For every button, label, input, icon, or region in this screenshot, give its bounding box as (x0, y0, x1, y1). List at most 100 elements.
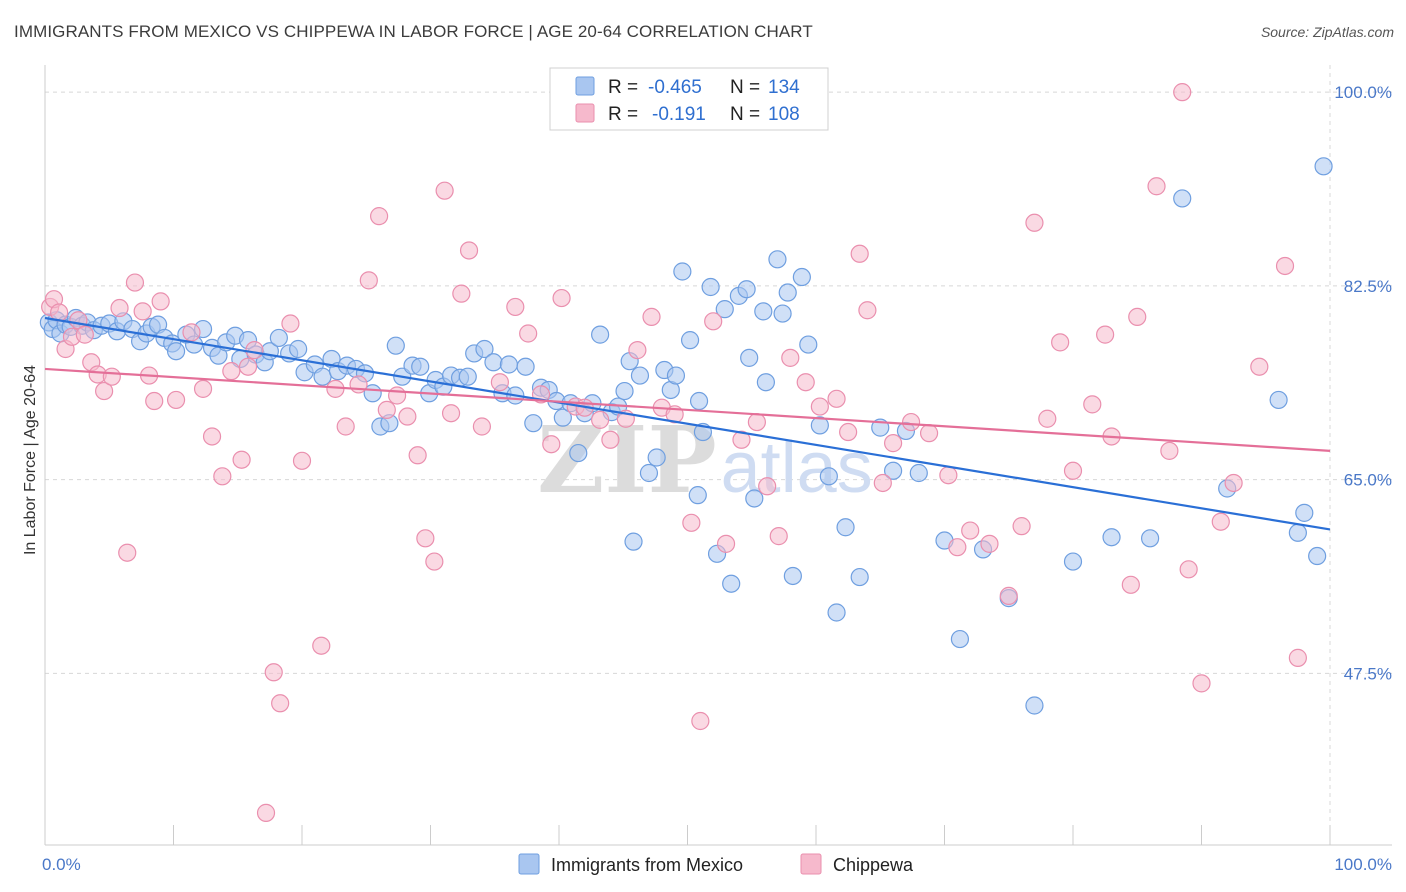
legend-n-label-1: N = (730, 77, 760, 98)
chippewa-point-84 (948, 538, 967, 557)
y-tick-label-1: 65.0% (1344, 471, 1392, 490)
bottom-legend-label-chippewa: Chippewa (833, 855, 914, 875)
legend-n-value-1: 134 (768, 77, 800, 98)
mexico-point-105 (792, 267, 811, 287)
chippewa-point-23 (222, 362, 241, 381)
x-tick-labels: 0.0% 100.0% (42, 855, 1392, 874)
chippewa-point-90 (1038, 409, 1057, 428)
mexico-point-87 (680, 331, 700, 350)
legend-n-value-2: 108 (768, 104, 800, 125)
chippewa-point-74 (810, 397, 829, 416)
chippewa-point-100 (1173, 83, 1192, 102)
mexico-point-101 (768, 250, 787, 269)
chippewa-point-78 (858, 301, 877, 320)
chippewa-point-39 (387, 386, 407, 405)
chippewa-point-61 (642, 307, 661, 326)
chippewa-point-21 (202, 427, 222, 446)
bottom-legend: Immigrants from Mexico Chippewa (518, 853, 914, 875)
legend-swatch-chippewa (575, 103, 595, 123)
chippewa-point-98 (1147, 177, 1166, 196)
chippewa-point-26 (245, 341, 264, 360)
chippewa-point-32 (312, 636, 331, 655)
bottom-legend-label-mexico: Immigrants from Mexico (551, 855, 743, 875)
mexico-point-65 (524, 414, 543, 433)
legend-n-label-2: N = (730, 104, 760, 125)
y-tick-labels: 47.5% 65.0% 82.5% 100.0% (1334, 83, 1392, 683)
mexico-point-111 (850, 567, 869, 587)
chippewa-point-77 (850, 244, 869, 263)
mexico-point-126 (1269, 390, 1288, 410)
mexico-point-69 (553, 408, 572, 427)
chippewa-point-96 (1121, 575, 1140, 594)
chippewa-point-22 (213, 467, 232, 486)
chippewa-point-88 (1012, 517, 1031, 536)
mexico-point-99 (754, 302, 773, 321)
mexico-point-128 (1295, 503, 1314, 522)
mexico-point-124 (1173, 189, 1192, 208)
chippewa-point-60 (628, 341, 647, 360)
mexico-point-85 (666, 366, 686, 385)
mexico-point-108 (819, 467, 838, 486)
chippewa-point-81 (901, 412, 921, 432)
chippewa-point-51 (519, 324, 538, 343)
mexico-point-88 (688, 486, 707, 505)
mexico-point-104 (783, 566, 802, 586)
chippewa-point-12 (118, 543, 137, 562)
chippewa-point-102 (1192, 674, 1211, 693)
chippewa-point-53 (542, 435, 561, 454)
mexico-point-129 (1308, 546, 1327, 566)
mexico-point-96 (737, 280, 756, 299)
chippewa-point-10 (102, 367, 121, 386)
mexico-point-36 (289, 339, 308, 359)
chippewa-point-92 (1063, 461, 1083, 480)
legend-r-label-1: R = (608, 77, 638, 98)
mexico-point-102 (773, 304, 792, 323)
chippewa-point-75 (827, 389, 846, 408)
chippewa-point-11 (110, 298, 129, 318)
chippewa-point-43 (425, 552, 444, 571)
chippewa-point-30 (281, 314, 300, 333)
legend-box (549, 67, 829, 131)
chippewa-point-79 (873, 473, 892, 493)
chippewa-point-87 (999, 586, 1018, 605)
chippewa-point-19 (182, 323, 201, 342)
mexico-point-127 (1288, 523, 1307, 542)
mexico-point-122 (1102, 528, 1121, 547)
correlation-legend: R = -0.465 N = 134 R = -0.191 N = 108 (549, 67, 829, 131)
chippewa-point-50 (506, 297, 525, 317)
chippewa-point-16 (145, 391, 164, 411)
chippewa-point-9 (95, 381, 114, 401)
mexico-point-74 (591, 325, 610, 344)
mexico-point-81 (639, 463, 659, 483)
chippewa-point-82 (919, 424, 939, 443)
mexico-point-91 (701, 277, 720, 297)
chippewa-point-68 (732, 430, 751, 449)
chippewa-point-103 (1211, 512, 1230, 531)
mexico-point-59 (475, 339, 494, 359)
chippewa-point-106 (1275, 256, 1295, 276)
mexico-point-86 (673, 262, 692, 281)
chippewa-point-48 (472, 417, 491, 436)
chippewa-point-37 (370, 207, 389, 226)
mexico-point-93 (715, 300, 734, 319)
mexico-point-115 (909, 463, 928, 483)
mexico-point-80 (630, 366, 650, 385)
chippewa-point-66 (704, 312, 723, 331)
chippewa-point-94 (1096, 325, 1115, 344)
chippewa-point-72 (781, 348, 800, 367)
x-tick-label-0: 0.0% (42, 855, 81, 874)
chippewa-point-76 (839, 422, 858, 442)
mexico-point-71 (569, 443, 588, 463)
mexico-point-77 (615, 381, 634, 401)
chippewa-point-47 (459, 241, 479, 260)
series-chippewa-points (41, 83, 1307, 822)
chippewa-point-70 (758, 477, 777, 496)
trend-lines (44, 316, 1331, 531)
mexico-point-97 (740, 348, 759, 367)
mexico-point-106 (799, 335, 818, 354)
chippewa-point-38 (377, 400, 396, 419)
mexico-point-98 (745, 489, 764, 508)
source-credit: Source: ZipAtlas.com (1260, 24, 1394, 40)
axes (44, 65, 1392, 846)
chippewa-point-67 (716, 534, 736, 553)
